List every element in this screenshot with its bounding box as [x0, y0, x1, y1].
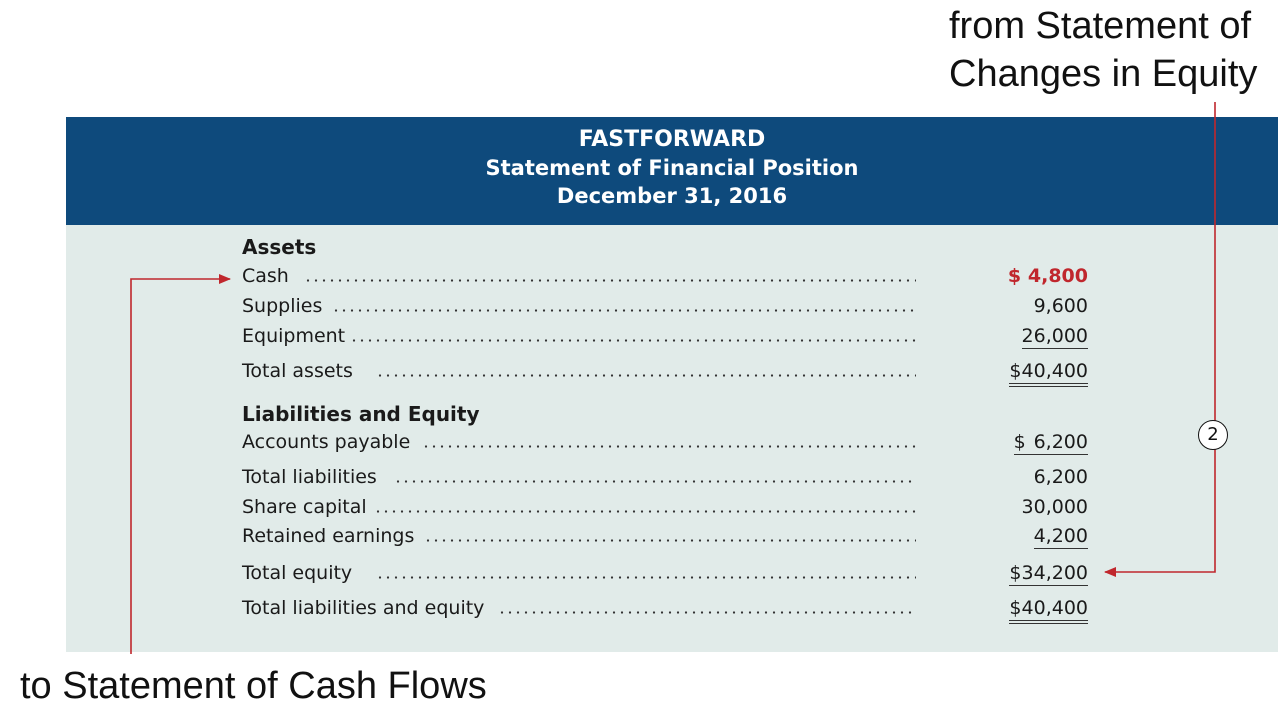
company-name: FASTFORWARD	[578, 127, 766, 152]
row-amount: 26,000	[1021, 325, 1088, 349]
row-total-assets: Total assets $40,400	[242, 360, 1092, 388]
leader-dots	[422, 445, 916, 448]
statement-header: FASTFORWARD Statement of Financial Posit…	[66, 117, 1278, 225]
row-label: Share capital	[242, 496, 367, 518]
arrow-cash-to-cash-flows	[130, 274, 231, 654]
row-total-equity: Total equity $34,200	[242, 562, 1092, 590]
annotation-to-cash-flows: to Statement of Cash Flows	[20, 665, 487, 707]
assets-heading: Assets	[242, 235, 317, 259]
row-label: Retained earnings	[242, 525, 415, 547]
row-label: Total equity	[242, 562, 353, 584]
row-retained-earnings: Retained earnings 4,200	[242, 525, 1092, 553]
leader-dots	[304, 279, 916, 282]
row-label: Accounts payable	[242, 431, 411, 453]
row-amount: $40,400	[1009, 360, 1088, 387]
leader-dots	[374, 510, 916, 513]
leader-dots	[394, 480, 916, 483]
row-accounts-payable: Accounts payable $6,200	[242, 431, 1092, 459]
row-equipment: Equipment 26,000	[242, 325, 1092, 353]
row-total-liabilities-and-equity: Total liabilities and equity $40,400	[242, 597, 1092, 625]
row-label: Equipment	[242, 325, 346, 347]
row-label: Total liabilities	[242, 466, 377, 488]
leader-dots	[376, 576, 916, 579]
row-share-capital: Share capital 30,000	[242, 496, 1092, 524]
step-2-marker: 2	[1198, 420, 1228, 450]
row-supplies: Supplies 9,600	[242, 295, 1092, 323]
row-total-liabilities: Total liabilities 6,200	[242, 466, 1092, 494]
row-amount: $34,200	[1009, 562, 1088, 586]
liabilities-equity-heading: Liabilities and Equity	[242, 402, 480, 426]
row-amount: 4,200	[1033, 525, 1088, 549]
row-amount: $6,200	[1013, 431, 1088, 455]
leader-dots	[498, 611, 916, 614]
row-amount: 9,600	[1033, 295, 1088, 317]
row-label: Cash	[242, 265, 289, 287]
leader-dots	[424, 539, 916, 542]
statement-date: December 31, 2016	[556, 184, 788, 208]
row-cash: Cash $4,800	[242, 265, 1092, 293]
statement-title: Statement of Financial Position	[485, 156, 859, 180]
annotation-top-line2: Changes in Equity	[949, 53, 1258, 95]
arrow-equity-from-changes	[1104, 102, 1216, 577]
row-label: Total assets	[242, 360, 353, 382]
annotation-from-changes-in-equity: from Statement of Changes in Equity	[949, 2, 1285, 98]
row-amount: 6,200	[1033, 466, 1088, 488]
row-label: Supplies	[242, 295, 323, 317]
statement-of-financial-position: FASTFORWARD Statement of Financial Posit…	[66, 117, 1278, 652]
row-amount: $40,400	[1009, 597, 1088, 624]
row-label: Total liabilities and equity	[242, 597, 485, 619]
row-amount: 30,000	[1021, 496, 1088, 518]
leader-dots	[376, 374, 916, 377]
leader-dots	[332, 309, 916, 312]
row-amount: $4,800	[1007, 265, 1088, 287]
annotation-top-line1: from Statement of	[949, 5, 1252, 47]
leader-dots	[350, 339, 916, 342]
